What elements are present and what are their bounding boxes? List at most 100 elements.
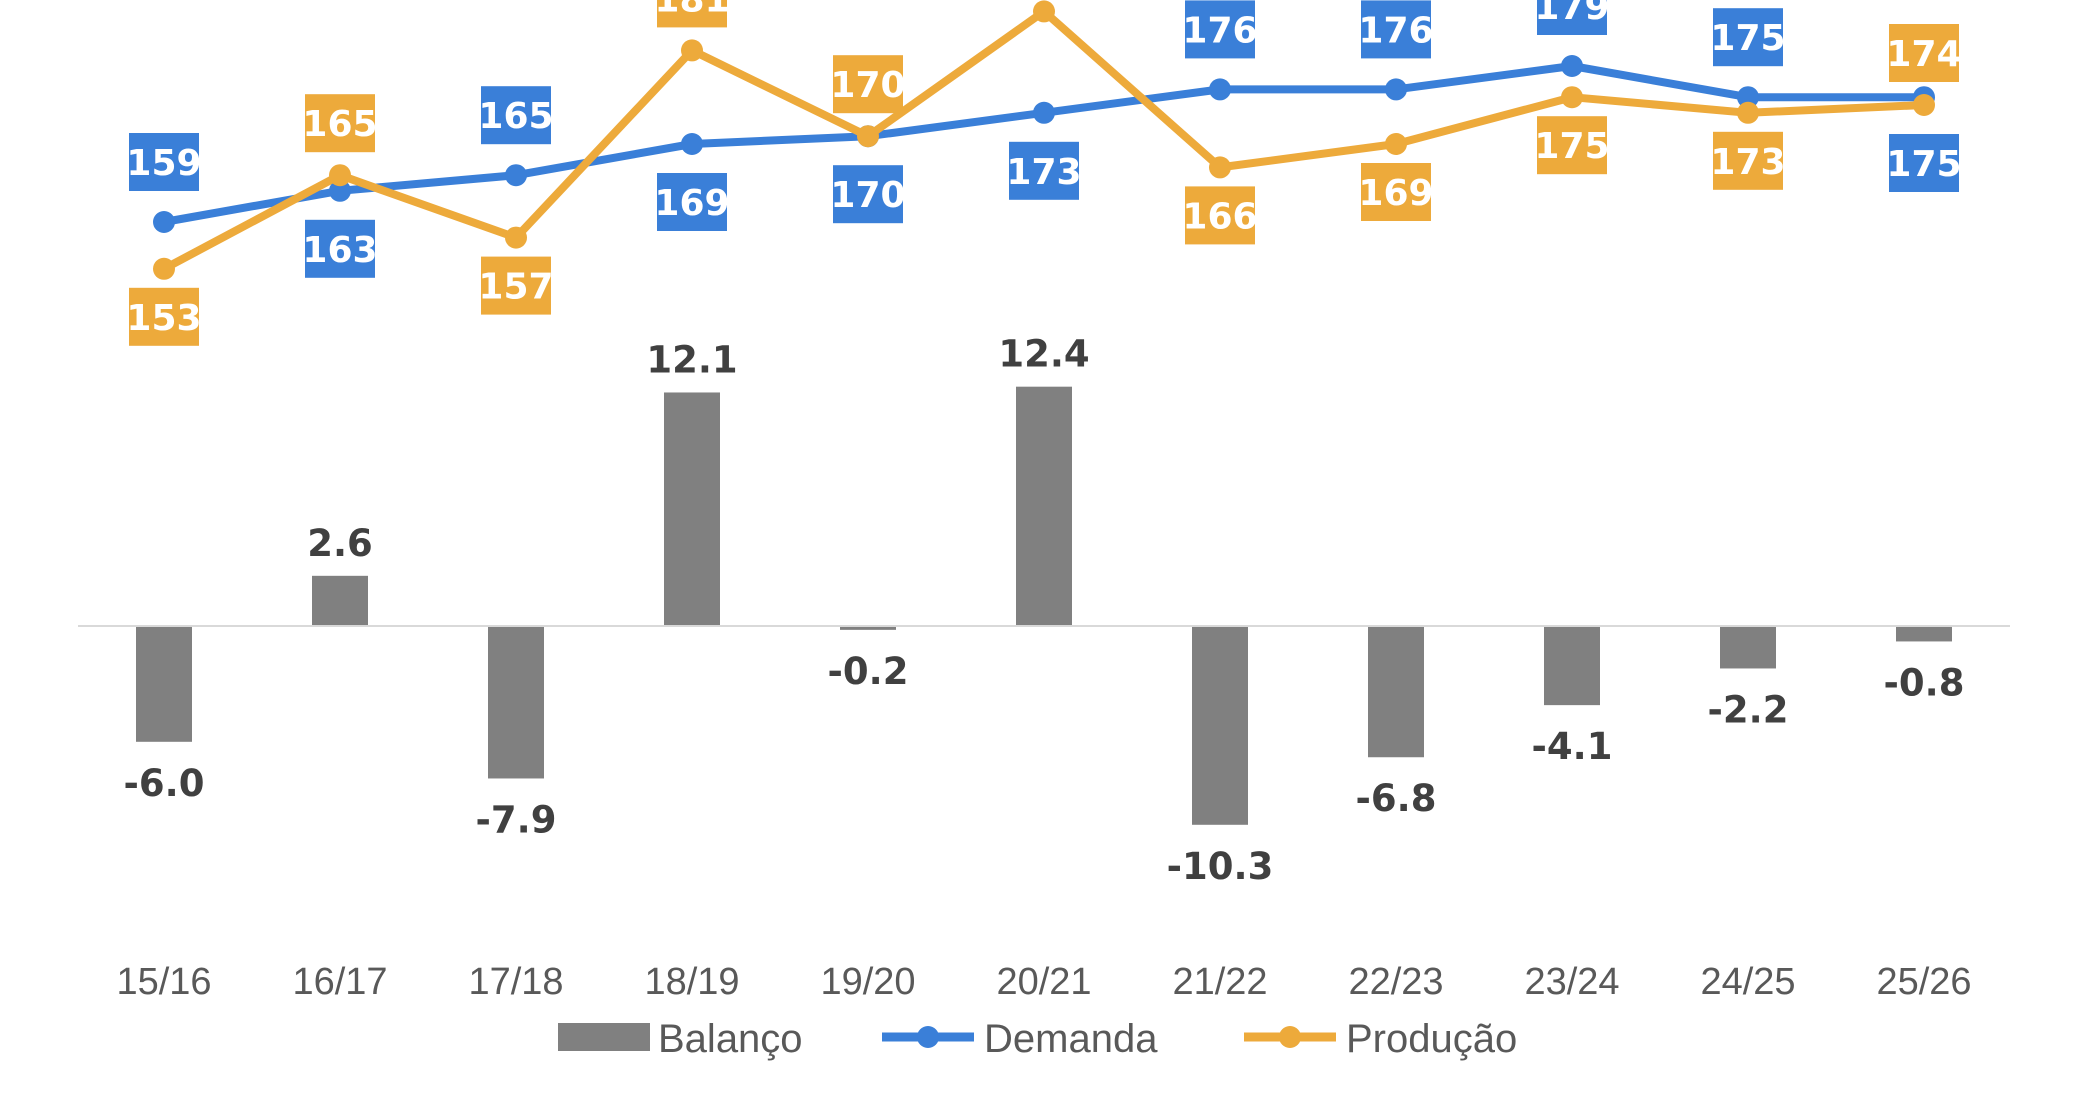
producao-box-19/20 bbox=[833, 55, 903, 114]
producao-label-22/23: 169 bbox=[1358, 173, 1433, 214]
demanda-box-24/25 bbox=[1713, 8, 1783, 67]
demanda-point-21/22 bbox=[1209, 78, 1231, 101]
demanda-point-15/16 bbox=[153, 211, 175, 233]
balanco-label-20/21: 12.4 bbox=[998, 333, 1089, 376]
balanco-label-16/17: 2.6 bbox=[307, 522, 373, 565]
producao-point-23/24 bbox=[1561, 86, 1583, 109]
x-tick-21/22: 21/22 bbox=[1172, 961, 1267, 1003]
producao-point-15/16 bbox=[153, 257, 175, 280]
producao-label-18/19: 181 bbox=[654, 0, 729, 20]
balanco-bar-22/23 bbox=[1368, 626, 1424, 758]
demanda-label-23/24: 179 bbox=[1534, 0, 1609, 28]
demanda-point-23/24 bbox=[1561, 55, 1583, 77]
balanco-bars bbox=[136, 386, 1952, 825]
producao-point-21/22 bbox=[1209, 156, 1231, 179]
x-tick-19/20: 19/20 bbox=[820, 961, 915, 1003]
demanda-label-22/23: 176 bbox=[1358, 10, 1433, 51]
demanda-label-16/17: 163 bbox=[302, 230, 377, 271]
demanda-label-24/25: 175 bbox=[1710, 18, 1785, 59]
balanco-label-19/20: -0.2 bbox=[828, 650, 909, 693]
demanda-label-21/22: 176 bbox=[1182, 10, 1257, 51]
balanco-bar-19/20 bbox=[840, 626, 896, 630]
x-tick-15/16: 15/16 bbox=[116, 961, 211, 1003]
producao-label-23/24: 175 bbox=[1534, 126, 1609, 167]
producao-box-24/25 bbox=[1713, 131, 1783, 190]
producao-point-16/17 bbox=[329, 164, 351, 187]
x-tick-25/26: 25/26 bbox=[1876, 961, 1971, 1003]
balanco-label-15/16: -6.0 bbox=[124, 762, 205, 805]
legend-producao-marker bbox=[1279, 1026, 1301, 1048]
demanda-box-21/22 bbox=[1185, 0, 1255, 59]
demanda-label-25/26: 175 bbox=[1886, 144, 1961, 185]
balanco-bar-21/22 bbox=[1192, 626, 1248, 825]
balanco-bar-15/16 bbox=[136, 626, 192, 742]
demanda-label-18/19: 169 bbox=[654, 183, 729, 224]
producao-point-18/19 bbox=[681, 39, 703, 62]
legend-demanda-label: Demanda bbox=[984, 1017, 1158, 1061]
legend-balanco-swatch bbox=[558, 1023, 650, 1051]
producao-box-23/24 bbox=[1537, 116, 1607, 175]
balanco-label-17/18: -7.9 bbox=[476, 798, 557, 841]
demanda-point-22/23 bbox=[1385, 78, 1407, 101]
balanco-bar-23/24 bbox=[1544, 626, 1600, 706]
producao-point-24/25 bbox=[1737, 101, 1759, 124]
producao-line bbox=[160, 7, 1928, 273]
producao-box-22/23 bbox=[1361, 163, 1431, 221]
demanda-box-18/19 bbox=[657, 173, 727, 231]
balanco-label-24/25: -2.2 bbox=[1708, 688, 1789, 731]
producao-label-19/20: 170 bbox=[830, 65, 905, 106]
line-series bbox=[153, 0, 1935, 280]
demanda-box-22/23 bbox=[1361, 0, 1431, 59]
producao-label-15/16: 153 bbox=[126, 298, 201, 339]
demanda-point-20/21 bbox=[1033, 101, 1055, 124]
demanda-box-15/16 bbox=[129, 133, 199, 191]
balanco-bar-17/18 bbox=[488, 626, 544, 779]
demanda-label-17/18: 165 bbox=[478, 96, 553, 137]
balanco-label-25/26: -0.8 bbox=[1884, 661, 1965, 704]
balanco-bar-16/17 bbox=[312, 575, 368, 626]
legend-balanco-label: Balanço bbox=[658, 1017, 803, 1061]
x-tick-17/18: 17/18 bbox=[468, 961, 563, 1003]
balanco-data-labels: -6.0 2.6 -7.9 12.1 -0.2 12.4 -10.3 -6.8 -4.1 -2.2… bbox=[124, 333, 1965, 888]
producao-label-16/17: 165 bbox=[302, 104, 377, 145]
demanda-point-24/25 bbox=[1737, 86, 1759, 109]
producao-label-25/26: 174 bbox=[1886, 34, 1961, 75]
demanda-box-17/18 bbox=[481, 86, 551, 145]
producao-point-17/18 bbox=[505, 226, 527, 249]
x-tick-23/24: 23/24 bbox=[1524, 961, 1619, 1003]
balanco-bar-18/19 bbox=[664, 392, 720, 626]
demanda-box-20/21 bbox=[1009, 141, 1079, 200]
balanco-bar-20/21 bbox=[1016, 386, 1072, 626]
demanda-label-15/16: 159 bbox=[126, 143, 201, 184]
producao-box-17/18 bbox=[481, 256, 551, 315]
demanda-point-16/17 bbox=[329, 179, 351, 202]
balanco-label-18/19: 12.1 bbox=[646, 338, 737, 381]
demanda-point-17/18 bbox=[505, 164, 527, 187]
producao-box-15/16 bbox=[129, 287, 199, 346]
producao-point-22/23 bbox=[1385, 133, 1407, 155]
legend: Balanço Demanda Produção bbox=[558, 1017, 1517, 1061]
producao-point-25/26 bbox=[1913, 94, 1935, 116]
x-tick-20/21: 20/21 bbox=[996, 961, 1091, 1003]
x-tick-18/19: 18/19 bbox=[644, 961, 739, 1003]
demanda-point-18/19 bbox=[681, 133, 703, 155]
producao-box-21/22 bbox=[1185, 186, 1255, 245]
producao-label-21/22: 166 bbox=[1182, 196, 1257, 237]
producao-box-16/17 bbox=[305, 94, 375, 153]
producao-box-25/26 bbox=[1889, 24, 1959, 82]
demanda-box-19/20 bbox=[833, 165, 903, 224]
demanda-label-20/21: 173 bbox=[1006, 152, 1081, 193]
producao-label-17/18: 157 bbox=[478, 267, 553, 308]
producao-point-20/21 bbox=[1033, 0, 1055, 23]
demanda-label-19/20: 170 bbox=[830, 175, 905, 216]
demanda-box-16/17 bbox=[305, 219, 375, 278]
x-tick-24/25: 24/25 bbox=[1700, 961, 1795, 1003]
demanda-box-25/26 bbox=[1889, 134, 1959, 192]
balanco-bar-25/26 bbox=[1896, 626, 1952, 642]
producao-label-24/25: 173 bbox=[1710, 142, 1785, 183]
balanco-label-23/24: -4.1 bbox=[1532, 725, 1613, 768]
x-axis-tick-labels: 15/16 16/17 17/18 18/19 19/20 20/21 21/22 22/23… bbox=[116, 961, 1971, 1003]
producao-box-18/19 bbox=[657, 0, 727, 28]
legend-demanda-marker bbox=[917, 1026, 939, 1048]
